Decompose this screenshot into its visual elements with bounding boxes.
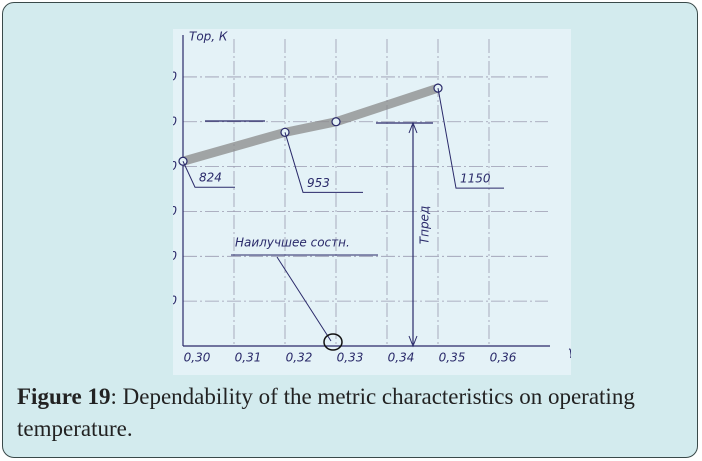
y-tick-label: 600 xyxy=(173,204,177,218)
y-tick-label: 400 xyxy=(173,249,177,263)
caption: Figure 19: Dependability of the metric c… xyxy=(17,381,687,445)
data-label: 824 xyxy=(199,171,222,185)
leader-line xyxy=(437,88,504,189)
leader-line xyxy=(182,161,235,188)
x-tick-label: 0,33 xyxy=(337,351,364,365)
figure-label: Figure 19 xyxy=(17,384,111,409)
x-axis-label: γ·10 xyxy=(568,345,571,359)
x-tick-label: 0,34 xyxy=(388,351,415,365)
caption-text: : Dependability of the metric characteri… xyxy=(17,384,635,441)
y-tick-label: 200 xyxy=(173,294,177,308)
y-tick-label: 1200 xyxy=(173,69,177,83)
x-tick-label: 0,36 xyxy=(490,351,517,365)
best-state-marker xyxy=(323,333,343,351)
trend-line xyxy=(178,83,443,166)
arrow-head xyxy=(408,121,418,348)
chart: 200 400 600 800 1000 1200 0,30 0,31 0,32 0,33 0,34… xyxy=(173,29,571,375)
x-tick-label: 0,30 xyxy=(184,351,211,365)
x-tick-label: 0,35 xyxy=(439,351,466,365)
data-label: 1150 xyxy=(460,172,491,186)
x-tick-label: 0,32 xyxy=(286,351,313,365)
y-axis-label: Tор, К xyxy=(189,30,228,44)
annotation: Наилучшее состн. xyxy=(235,236,350,250)
leader-line xyxy=(284,132,363,193)
data-point xyxy=(331,117,341,127)
y-tick-label: 1000 xyxy=(173,114,177,128)
plot-background xyxy=(173,29,571,375)
data-label: 953 xyxy=(307,176,330,190)
annotation-leader xyxy=(276,256,332,342)
annotation: Tпред xyxy=(418,206,432,244)
x-tick-label: 0,31 xyxy=(235,351,262,365)
y-tick-label: 800 xyxy=(173,159,177,173)
